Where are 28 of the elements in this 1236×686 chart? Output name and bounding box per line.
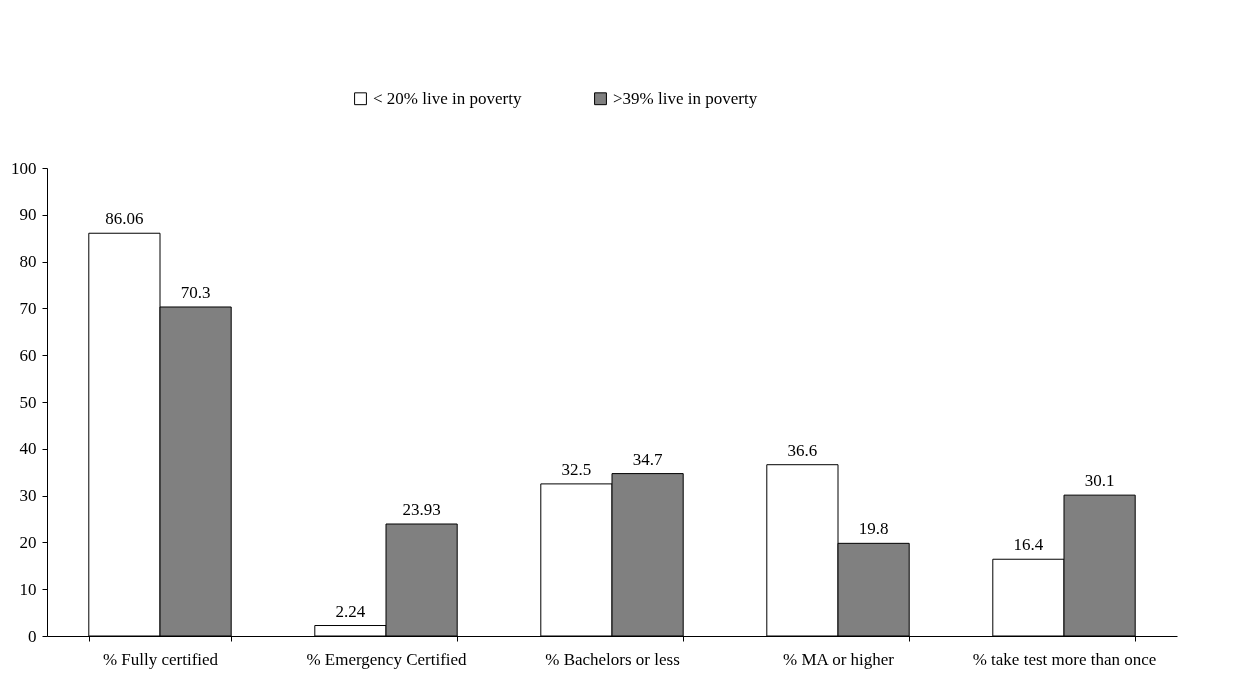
x-tick-label: % Bachelors or less [545, 649, 680, 669]
y-tick-label: 40 [19, 439, 37, 459]
data-label: 23.93 [402, 500, 441, 520]
y-tick-label: 90 [19, 205, 37, 225]
data-label: 19.8 [858, 519, 889, 539]
data-label: 30.1 [1084, 471, 1115, 491]
y-tick-label: 80 [19, 252, 37, 272]
data-label: 70.3 [180, 283, 211, 302]
y-tick-label: 100 [11, 158, 37, 178]
y-tick-label: 10 [19, 579, 37, 599]
data-label: 32.5 [561, 459, 592, 479]
legend-label: < 20% live in poverty [373, 88, 522, 108]
y-tick-label: 70 [19, 298, 37, 318]
y-tick-label: 20 [19, 532, 37, 552]
data-label: 34.7 [632, 449, 663, 469]
y-tick-label: 60 [19, 345, 37, 365]
x-tick-label: % Emergency Certified [306, 649, 468, 669]
x-tick-label: % take test more than once [972, 649, 1157, 669]
data-label: 16.4 [1013, 535, 1044, 555]
data-label: 86.06 [105, 209, 144, 229]
data-label: 36.6 [787, 440, 818, 460]
data-label: 2.24 [335, 601, 366, 621]
x-tick-label: % MA or higher [783, 649, 895, 669]
y-tick-label: 0 [28, 626, 37, 646]
legend-label: >39% live in poverty [613, 88, 758, 108]
x-tick-label: % Fully certified [102, 649, 219, 669]
y-tick-label: 30 [19, 486, 37, 506]
y-tick-label: 50 [19, 392, 37, 412]
